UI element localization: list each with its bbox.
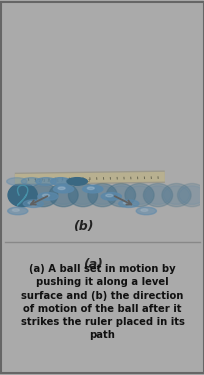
Circle shape — [101, 193, 121, 200]
Ellipse shape — [126, 186, 152, 204]
Circle shape — [49, 183, 78, 207]
Circle shape — [68, 183, 97, 207]
Circle shape — [28, 201, 35, 204]
Circle shape — [58, 187, 65, 189]
Circle shape — [106, 183, 135, 207]
Text: (a) A ball set in motion by
pushing it along a level
surface and (b) the directi: (a) A ball set in motion by pushing it a… — [20, 264, 184, 340]
Circle shape — [82, 185, 102, 193]
Ellipse shape — [107, 186, 133, 204]
Circle shape — [8, 207, 28, 215]
Circle shape — [123, 201, 130, 204]
Circle shape — [38, 193, 58, 200]
Circle shape — [42, 194, 49, 197]
Ellipse shape — [163, 186, 189, 204]
Circle shape — [36, 178, 56, 185]
Ellipse shape — [50, 186, 76, 204]
Circle shape — [118, 200, 138, 207]
Text: (a): (a) — [82, 258, 102, 272]
Ellipse shape — [89, 186, 115, 204]
Circle shape — [143, 183, 172, 207]
Circle shape — [88, 183, 116, 207]
Circle shape — [50, 178, 70, 185]
Circle shape — [23, 200, 43, 207]
Circle shape — [135, 207, 156, 215]
Circle shape — [28, 183, 58, 207]
Circle shape — [87, 187, 94, 189]
Circle shape — [53, 185, 73, 193]
Circle shape — [177, 183, 204, 207]
Ellipse shape — [144, 186, 170, 204]
Circle shape — [12, 209, 19, 212]
Circle shape — [21, 178, 41, 185]
Ellipse shape — [70, 186, 96, 204]
Circle shape — [161, 183, 190, 207]
Ellipse shape — [178, 186, 204, 204]
Circle shape — [7, 178, 27, 185]
Circle shape — [67, 178, 87, 185]
Circle shape — [140, 209, 147, 212]
Text: 1  2  3  4  5  6  7  8  9  10 11 12: 1 2 3 4 5 6 7 8 9 10 11 12 — [34, 179, 90, 183]
Circle shape — [105, 194, 112, 197]
Text: (b): (b) — [72, 220, 93, 233]
Circle shape — [124, 183, 153, 207]
Ellipse shape — [30, 186, 56, 204]
Circle shape — [8, 183, 37, 207]
